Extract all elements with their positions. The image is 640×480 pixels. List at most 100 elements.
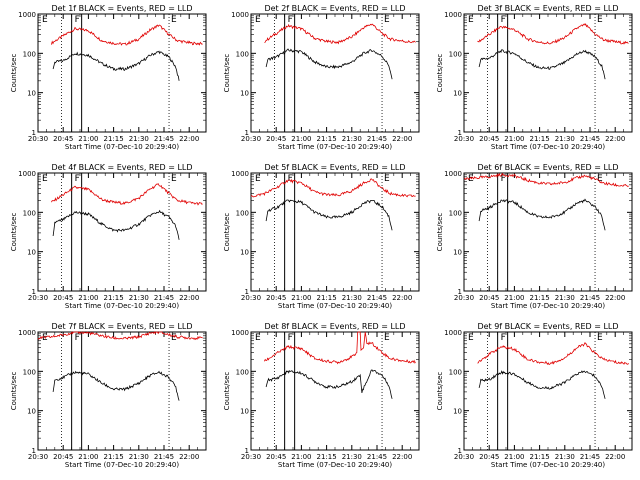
series-line-events [478, 370, 606, 399]
marker-box-f [71, 331, 83, 451]
x-axis-label: Start Time (07-Dec-10 20:29:40) [491, 302, 605, 310]
x-tick-label: 22:00 [605, 135, 625, 143]
series-line-events [52, 209, 180, 240]
marker-label: E [468, 15, 474, 25]
x-tick-label: 21:30 [342, 294, 362, 302]
panel-title: Det 1f BLACK = Events, RED = LLD [51, 4, 192, 13]
series-line-lld [477, 23, 629, 45]
panel-det-5: Det 5f BLACK = Events, RED = LLD 1 10 100 10… [223, 163, 420, 310]
x-tick-label: 21:45 [154, 294, 174, 302]
y-tick-label: 100 [449, 50, 462, 58]
marker-box-f [71, 13, 83, 133]
series-line-events [265, 369, 393, 399]
series-line-events [265, 199, 393, 231]
plot-frame [250, 331, 420, 451]
x-tick-label: 20:45 [266, 135, 286, 143]
x-tick-label: 20:45 [479, 135, 499, 143]
y-axis-label: Counts/sec [10, 372, 18, 411]
y-tick-label: 100 [449, 209, 462, 217]
marker-box-f [284, 13, 296, 133]
x-tick-label: 21:15 [104, 453, 124, 461]
x-tick-label: 21:45 [367, 453, 387, 461]
y-tick-label: 10 [453, 90, 462, 98]
x-tick-label: 20:30 [28, 453, 48, 461]
y-tick-label: 10 [240, 90, 249, 98]
x-tick-label: 21:30 [129, 135, 149, 143]
x-tick-label: 21:00 [504, 135, 524, 143]
x-tick-label: 20:30 [454, 453, 474, 461]
panel-title: Det 9f BLACK = Events, RED = LLD [477, 322, 618, 331]
x-tick-label: 22:00 [392, 294, 412, 302]
marker-label: F [75, 15, 80, 25]
y-tick-label: 1 [32, 129, 36, 137]
x-tick-label: 21:30 [342, 453, 362, 461]
series-line-lld [477, 341, 629, 365]
x-tick-label: 20:30 [241, 294, 261, 302]
x-tick-label: 21:30 [555, 453, 575, 461]
marker-label: E [255, 15, 261, 25]
y-tick-label: 10 [27, 90, 36, 98]
marker-box-f [284, 172, 296, 292]
plot-frame [463, 172, 633, 292]
y-axis-label: Counts/sec [223, 213, 231, 252]
plot-frame [37, 331, 207, 451]
x-tick-label: 21:45 [367, 294, 387, 302]
x-tick-label: 22:00 [605, 294, 625, 302]
marker-box-f [497, 331, 509, 451]
marker-label: E [597, 333, 603, 343]
x-tick-label: 20:30 [241, 135, 261, 143]
marker-label: E [597, 15, 603, 25]
x-tick-label: 20:45 [266, 294, 286, 302]
x-tick-label: 21:45 [580, 135, 600, 143]
x-axis-label: Start Time (07-Dec-10 20:29:40) [491, 461, 605, 469]
x-tick-label: 22:00 [392, 453, 412, 461]
x-tick-label: 20:45 [266, 453, 286, 461]
series-line-lld [37, 331, 203, 341]
series-line-lld [264, 23, 416, 45]
panel-title: Det 7f BLACK = Events, RED = LLD [51, 322, 192, 331]
y-tick-label: 100 [236, 209, 249, 217]
x-axis-label: Start Time (07-Dec-10 20:29:40) [65, 302, 179, 310]
series-line-lld [51, 24, 203, 46]
y-tick-label: 10 [27, 408, 36, 416]
marker-label: F [75, 174, 80, 184]
x-tick-label: 20:45 [479, 294, 499, 302]
x-tick-label: 21:00 [78, 135, 98, 143]
x-axis-label: Start Time (07-Dec-10 20:29:40) [278, 461, 392, 469]
plot-frame [250, 13, 420, 133]
marker-label: F [501, 174, 506, 184]
marker-label: E [597, 174, 603, 184]
y-tick-label: 1000 [18, 11, 36, 19]
y-tick-label: 1 [245, 129, 249, 137]
x-axis-label: Start Time (07-Dec-10 20:29:40) [278, 302, 392, 310]
marker-label: E [384, 15, 390, 25]
y-tick-label: 1 [458, 288, 462, 296]
x-tick-label: 20:30 [454, 294, 474, 302]
x-tick-label: 20:30 [454, 135, 474, 143]
y-axis-label: Counts/sec [223, 54, 231, 93]
marker-label: E [42, 174, 48, 184]
series-line-events [52, 50, 180, 81]
marker-label: E [42, 15, 48, 25]
marker-label: F [75, 333, 80, 343]
plot-frame [37, 172, 207, 292]
y-tick-label: 1000 [231, 329, 249, 337]
series-line-lld [51, 183, 203, 206]
x-axis-label: Start Time (07-Dec-10 20:29:40) [278, 143, 392, 151]
x-tick-label: 22:00 [179, 135, 199, 143]
y-axis-label: Counts/sec [223, 372, 231, 411]
y-axis-label: Counts/sec [10, 213, 18, 252]
x-tick-label: 21:15 [530, 453, 550, 461]
x-tick-label: 21:00 [291, 453, 311, 461]
y-tick-label: 1 [245, 288, 249, 296]
x-tick-label: 21:15 [104, 294, 124, 302]
y-tick-label: 1000 [231, 11, 249, 19]
panel-det-4: Det 4f BLACK = Events, RED = LLD 1 10 100 10… [10, 163, 207, 310]
panel-det-8: Det 8f BLACK = Events, RED = LLD 1 10 100 10… [223, 322, 420, 469]
x-tick-label: 21:15 [317, 294, 337, 302]
x-tick-label: 21:45 [154, 135, 174, 143]
marker-label: F [501, 15, 506, 25]
x-tick-label: 21:15 [530, 294, 550, 302]
panel-title: Det 8f BLACK = Events, RED = LLD [264, 322, 405, 331]
